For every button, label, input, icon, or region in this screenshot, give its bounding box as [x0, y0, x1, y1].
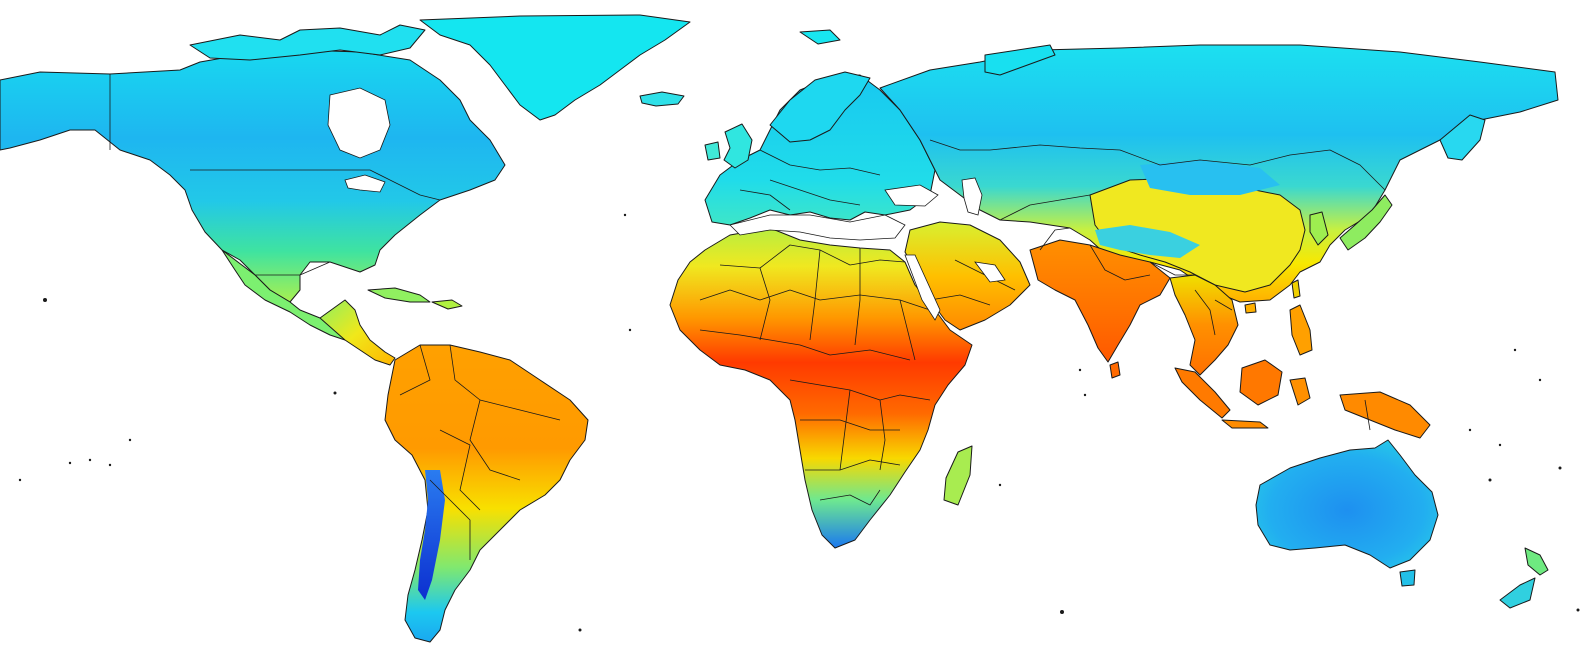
korea — [1309, 211, 1329, 246]
mediterranean-sea — [729, 214, 906, 241]
philippines — [1289, 304, 1313, 356]
caspian-sea — [961, 177, 983, 216]
south-america — [384, 344, 589, 643]
svalbard — [799, 29, 841, 45]
southeast-asia — [1169, 274, 1239, 376]
taiwan — [1291, 279, 1301, 299]
sri-lanka — [1109, 361, 1121, 379]
new-zealand — [1524, 547, 1549, 576]
great-lakes — [344, 174, 386, 193]
java — [1221, 419, 1269, 429]
island-specks — [18, 213, 1580, 632]
scandinavia — [769, 71, 871, 143]
sumatra — [1174, 367, 1231, 419]
red-sea — [904, 254, 941, 321]
tibetan-plateau — [1095, 225, 1200, 258]
sulawesi — [1289, 377, 1311, 406]
new-guinea — [1339, 391, 1431, 439]
caribbean-islands — [367, 287, 431, 303]
japan — [1339, 194, 1393, 251]
hainan — [1244, 302, 1257, 314]
hudson-bay — [327, 87, 391, 159]
ireland — [704, 141, 721, 161]
hispaniola — [431, 299, 463, 310]
iceland — [639, 91, 685, 107]
madagascar — [943, 445, 973, 506]
mongolia — [1140, 160, 1280, 195]
central-america — [319, 299, 396, 366]
borneo — [1239, 359, 1283, 406]
novaya-zemlya — [984, 44, 1056, 76]
persian-gulf — [974, 261, 1006, 283]
kamchatka — [1439, 114, 1486, 161]
arctic-islands — [189, 24, 426, 61]
australia — [1255, 439, 1439, 569]
africa — [669, 227, 973, 549]
tasmania — [1399, 569, 1416, 587]
new-zealand-south — [1499, 577, 1536, 609]
andes-highlands — [418, 470, 445, 600]
north-america — [0, 49, 506, 303]
black-sea — [884, 184, 939, 207]
south-asia — [1029, 239, 1171, 363]
british-isles — [723, 123, 753, 169]
greenland — [419, 14, 691, 121]
